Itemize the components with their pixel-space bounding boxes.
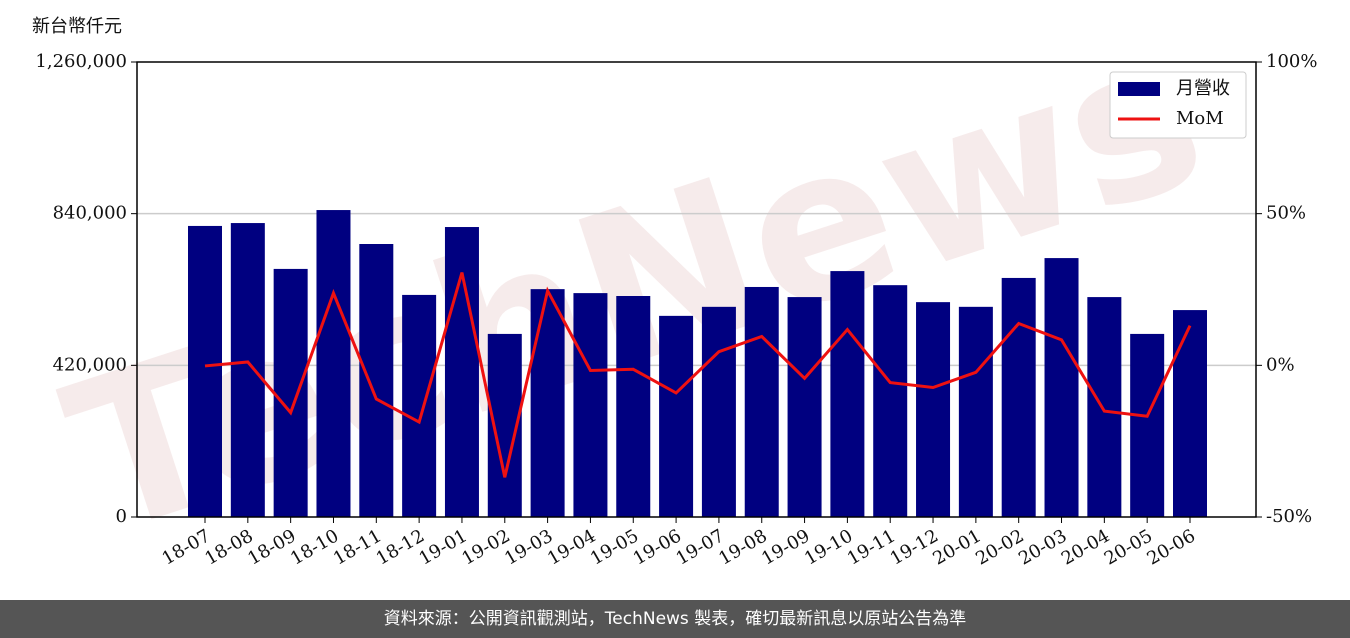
x-tick-label: 20-03 <box>1015 525 1070 569</box>
bar <box>359 244 394 517</box>
bar <box>744 286 779 517</box>
x-tick-label: 19-11 <box>844 525 899 569</box>
x-tick-label: 20-02 <box>972 525 1027 569</box>
x-tick-label: 19-06 <box>630 525 685 569</box>
bar <box>316 210 351 518</box>
bar <box>701 306 736 517</box>
x-tick-label: 19-05 <box>587 525 642 569</box>
footer: 資料來源：公開資訊觀測站，TechNews 製表，確切最新訊息以原站公告為準 <box>0 600 1350 638</box>
line <box>204 272 1192 478</box>
y-axis-label: 新台幣仟元 <box>32 16 122 37</box>
bar <box>873 285 908 517</box>
y-tick-label: 420,000 <box>53 354 127 375</box>
bar <box>616 296 651 517</box>
x-tick-label: 19-01 <box>416 525 471 569</box>
x-tick-label: 20-04 <box>1058 525 1113 569</box>
x-tick-label: 19-10 <box>801 525 856 569</box>
legend-swatch <box>1118 82 1160 96</box>
bar <box>830 271 865 517</box>
x-tick-label: 19-02 <box>458 525 513 569</box>
bar <box>1001 277 1036 517</box>
bar <box>1044 258 1079 517</box>
x-tick-label: 20-01 <box>929 525 984 569</box>
x-tick-label: 19-07 <box>672 525 727 569</box>
x-tick-label: 20-05 <box>1101 525 1156 569</box>
x-tick-label: 19-09 <box>758 525 813 569</box>
x-tick-label: 18-11 <box>330 525 385 569</box>
bar <box>530 289 565 517</box>
legend-label: 月營收 <box>1176 78 1230 99</box>
y-tick-label: 1,260,000 <box>35 51 127 72</box>
bar <box>230 223 265 518</box>
bar <box>787 297 822 517</box>
y-tick-label: 840,000 <box>53 203 127 224</box>
x-tick-label: 18-12 <box>373 525 428 569</box>
bar <box>1130 333 1165 517</box>
bar <box>1087 297 1122 517</box>
legend-label: MoM <box>1176 108 1224 129</box>
bar <box>958 306 993 517</box>
x-tick-label: 19-04 <box>544 525 599 569</box>
x-tick-label: 20-06 <box>1144 525 1199 569</box>
x-tick-label: 19-08 <box>715 525 770 569</box>
x-tick-label: 19-12 <box>887 525 942 569</box>
y2-tick-label: -50% <box>1266 506 1312 527</box>
bar <box>916 302 951 517</box>
y2-tick-label: 50% <box>1266 203 1306 224</box>
bar <box>659 315 694 517</box>
bar <box>1173 310 1207 517</box>
bar <box>573 293 608 517</box>
x-tick-label: 18-10 <box>287 525 342 569</box>
y-tick-label: 0 <box>116 506 127 527</box>
y2-tick-label: 0% <box>1266 354 1295 375</box>
x-tick-label: 19-03 <box>501 525 556 569</box>
chart: 新台幣仟元 TechNews0420,000840,0001,260,000-5… <box>32 0 1317 583</box>
bar <box>444 227 479 517</box>
y2-tick-label: 100% <box>1266 51 1317 72</box>
bar <box>402 294 437 517</box>
bar <box>188 225 222 517</box>
bar <box>273 268 308 517</box>
plot-frame <box>136 61 1257 518</box>
